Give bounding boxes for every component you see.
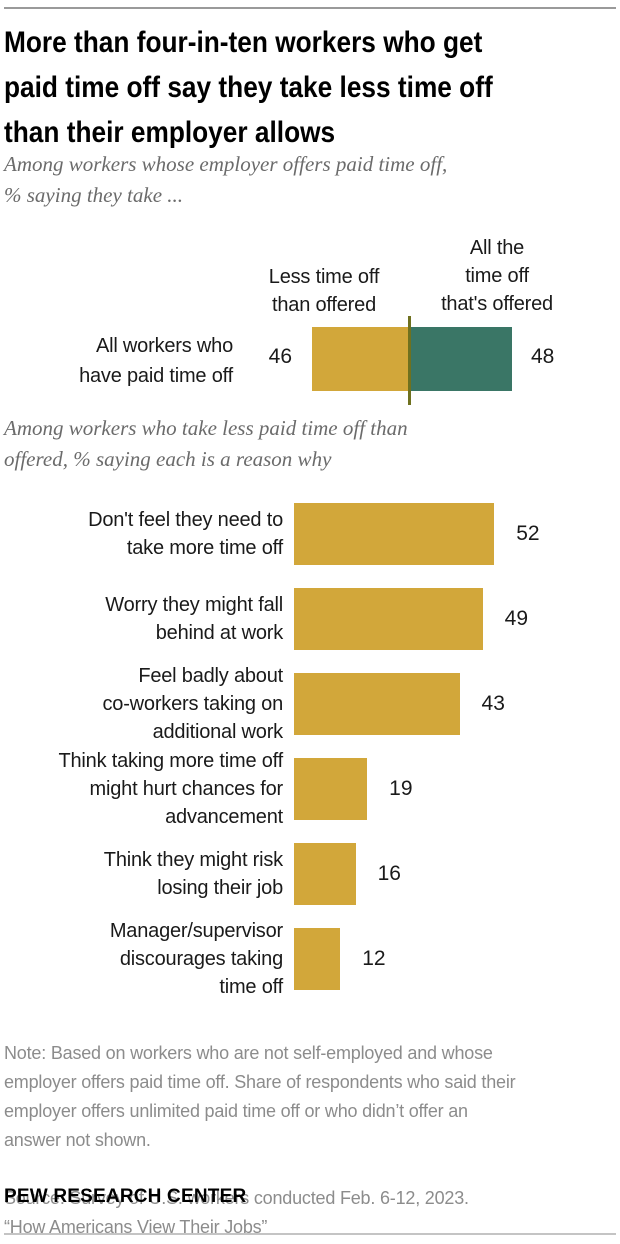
footer-notes: Note: Based on workers who are not self-… (4, 1010, 616, 1244)
bar-category-label: Think taking more time off might hurt ch… (58, 750, 283, 828)
row-label-all-workers: All workers who have paid time off (79, 335, 233, 387)
bar-category-label: Feel badly about co-workers taking on ad… (102, 665, 283, 743)
value-label-less-time-off: 46 (268, 345, 292, 368)
reasons-chart: Don't feel they need to take more time o… (0, 496, 620, 1006)
pto-usage-chart: Less time off than offered All the time … (0, 232, 620, 413)
bar-row-feel-badly: Feel badly about co-workers taking on ad… (0, 662, 620, 746)
value-label-all-time-off: 48 (531, 345, 555, 368)
pew-research-center-wordmark: PEW RESEARCH CENTER (4, 1186, 247, 1207)
chart1-subtitle: Among workers whose employer offers paid… (4, 152, 448, 207)
bar-row-risk-losing-job: Think they might risk losing their job 1… (0, 832, 620, 916)
bar-value-label: 52 (516, 522, 540, 545)
top-divider (4, 7, 616, 9)
source-text: Source: Survey of U.S. workers conducted… (4, 1188, 469, 1237)
bar-row-dont-feel-need: Don't feel they need to take more time o… (0, 492, 620, 576)
chart2-subtitle: Among workers who take less paid time of… (4, 416, 408, 471)
bar-value-label: 16 (377, 862, 401, 885)
bar-divider-line (408, 316, 411, 405)
note-text: Note: Based on workers who are not self-… (4, 1043, 516, 1150)
bottom-divider (4, 1233, 616, 1235)
bar-less-time-off (312, 327, 410, 391)
reason-bar (294, 588, 483, 650)
bar-category-label: Worry they might fall behind at work (105, 594, 283, 644)
bar-row-manager-discourages: Manager/supervisor discourages taking ti… (0, 917, 620, 1001)
bar-category-label: Don't feel they need to take more time o… (88, 509, 283, 559)
column-header-less-time-off: Less time off than offered (268, 266, 380, 316)
bar-value-label: 43 (481, 692, 505, 715)
bar-row-fall-behind: Worry they might fall behind at work 49 (0, 577, 620, 661)
bar-value-label: 12 (362, 947, 386, 970)
bar-value-label: 49 (504, 607, 528, 630)
reason-bar (294, 928, 341, 990)
bar-all-time-off (410, 327, 512, 391)
reason-bar (294, 503, 495, 565)
bar-category-label: Manager/supervisor discourages taking ti… (109, 920, 283, 998)
column-header-all-time-off: All the time off that's offered (441, 237, 553, 315)
bar-category-label: Think they might risk losing their job (103, 849, 283, 899)
chart-title: More than four-in-ten workers who get pa… (4, 26, 493, 149)
reason-bar (294, 843, 356, 905)
bar-value-label: 19 (389, 777, 413, 800)
reason-bar (294, 673, 460, 735)
bar-row-hurt-advancement: Think taking more time off might hurt ch… (0, 747, 620, 831)
reason-bar (294, 758, 368, 820)
